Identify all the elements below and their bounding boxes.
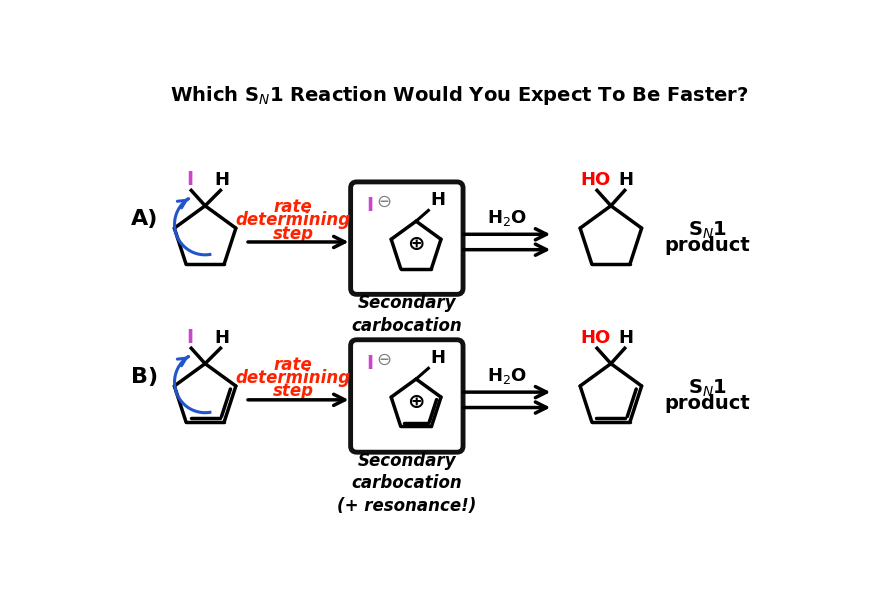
- Text: H: H: [214, 329, 229, 347]
- Text: Secondary
carbocation
(+ resonance!): Secondary carbocation (+ resonance!): [337, 452, 477, 514]
- Text: ⊖: ⊖: [377, 193, 392, 211]
- Text: HO: HO: [581, 171, 610, 189]
- Text: I: I: [186, 170, 194, 189]
- Text: A): A): [131, 209, 159, 229]
- Text: rate: rate: [273, 198, 312, 216]
- Text: I: I: [366, 353, 373, 372]
- Text: determining: determining: [236, 211, 350, 230]
- Text: ⊖: ⊖: [377, 350, 392, 369]
- Text: Secondary
carbocation: Secondary carbocation: [351, 294, 462, 334]
- Text: S$_N$1: S$_N$1: [687, 220, 727, 241]
- Text: S$_N$1: S$_N$1: [687, 378, 727, 399]
- FancyBboxPatch shape: [350, 182, 463, 294]
- FancyBboxPatch shape: [350, 340, 463, 452]
- Text: H: H: [430, 349, 445, 366]
- Text: H: H: [619, 171, 633, 189]
- Text: H: H: [214, 171, 229, 189]
- Text: HO: HO: [581, 329, 610, 347]
- Text: step: step: [272, 224, 314, 243]
- Text: I: I: [186, 328, 194, 347]
- Text: H$_2$O: H$_2$O: [487, 366, 527, 386]
- Text: step: step: [272, 382, 314, 400]
- Text: determining: determining: [236, 369, 350, 387]
- Text: H: H: [619, 329, 633, 347]
- Text: ⊕: ⊕: [408, 392, 425, 412]
- Text: H: H: [430, 191, 445, 209]
- Text: ⊕: ⊕: [408, 234, 425, 255]
- Text: rate: rate: [273, 356, 312, 374]
- Text: product: product: [664, 236, 750, 255]
- Text: B): B): [131, 366, 159, 387]
- Text: I: I: [366, 196, 373, 215]
- Text: H$_2$O: H$_2$O: [487, 208, 527, 228]
- Text: Which S$_N$1 Reaction Would You Expect To Be Faster?: Which S$_N$1 Reaction Would You Expect T…: [170, 84, 748, 107]
- Text: product: product: [664, 394, 750, 413]
